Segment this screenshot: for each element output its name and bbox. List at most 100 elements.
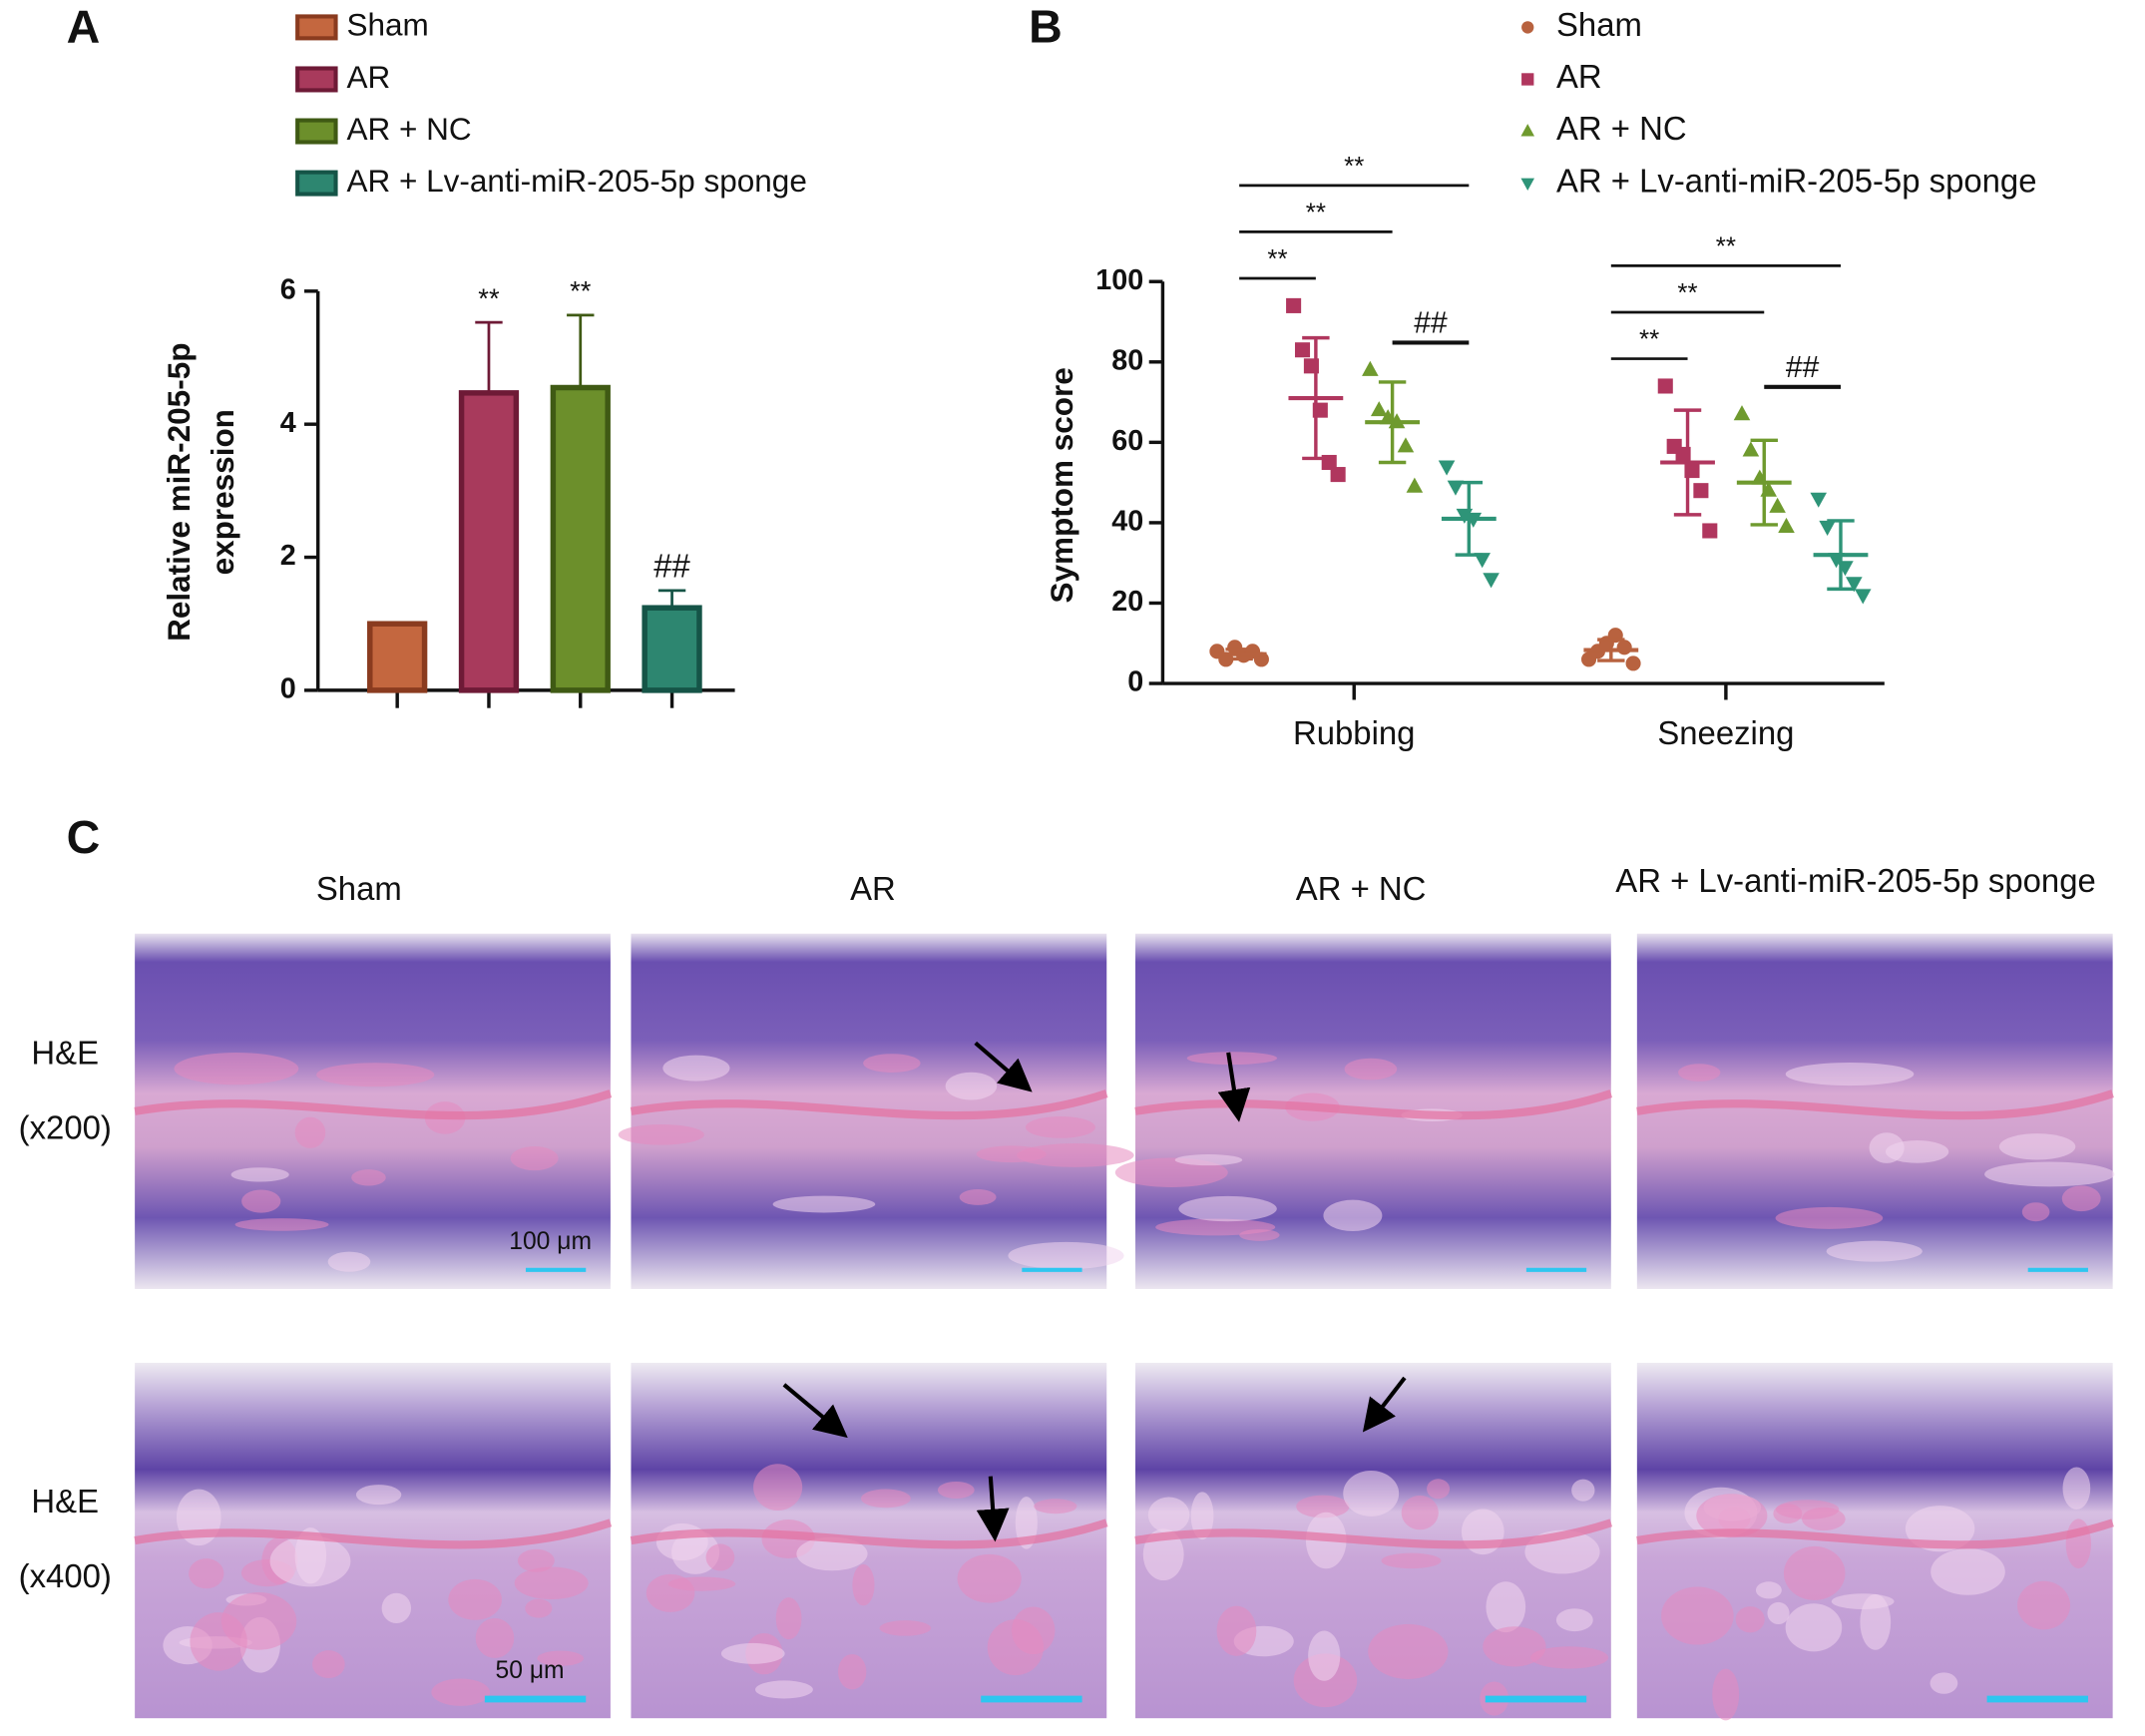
tissue-texture xyxy=(1869,1132,1905,1163)
data-point xyxy=(1474,553,1491,569)
tissue-texture xyxy=(2062,1467,2091,1510)
data-point xyxy=(1819,520,1836,536)
tissue-texture xyxy=(1712,1668,1740,1721)
legend-label: Sham xyxy=(346,7,428,43)
histology-image xyxy=(618,933,1134,1289)
tissue-texture xyxy=(852,1563,875,1606)
legend-marker xyxy=(1521,21,1534,34)
data-point xyxy=(1846,577,1863,593)
legend-label: AR + NC xyxy=(1556,110,1687,147)
tissue-texture xyxy=(1401,1495,1439,1530)
tissue-texture xyxy=(241,1189,281,1213)
histology-image xyxy=(1114,933,1613,1289)
data-point xyxy=(1397,437,1415,453)
tissue-texture xyxy=(1661,1586,1734,1645)
tissue-texture xyxy=(937,1482,975,1500)
tissue-texture xyxy=(720,1642,785,1664)
tissue-texture xyxy=(1034,1499,1077,1515)
bar xyxy=(642,605,702,693)
y-axis-label: expression xyxy=(205,409,240,575)
tissue-texture xyxy=(1344,1058,1398,1081)
tissue-texture xyxy=(1984,1161,2115,1187)
y-axis-label: Symptom score xyxy=(1044,367,1079,603)
data-point xyxy=(1769,497,1786,513)
legend-swatch xyxy=(295,66,338,93)
tissue-texture xyxy=(2061,1185,2101,1212)
tissue-texture xyxy=(234,1218,329,1231)
arrow xyxy=(1217,1052,1251,1122)
panel-label: C xyxy=(67,811,101,863)
legend-label: AR xyxy=(346,59,390,95)
column-title: Sham xyxy=(316,870,402,907)
tissue-texture xyxy=(755,1680,813,1699)
tissue-texture xyxy=(2021,1202,2050,1222)
arrow xyxy=(974,1041,1033,1092)
y-axis-label: Relative miR-205-5p xyxy=(161,343,197,642)
significance-label: ** xyxy=(1306,197,1326,226)
tissue-texture xyxy=(1767,1601,1790,1625)
tissue-texture xyxy=(860,1489,911,1509)
tissue-texture xyxy=(475,1618,515,1658)
row-magnification: (x200) xyxy=(19,1109,112,1146)
tissue-band xyxy=(134,1089,613,1120)
tissue-band xyxy=(1636,1089,2114,1120)
scale-bar-label: 100 μm xyxy=(509,1228,592,1255)
tissue-texture xyxy=(1174,1154,1243,1166)
panel-label: B xyxy=(1029,0,1063,52)
tissue-texture xyxy=(1755,1581,1782,1599)
data-point xyxy=(1657,378,1673,394)
y-tick-label: 60 xyxy=(1111,425,1143,457)
data-point xyxy=(1286,297,1302,313)
column-title: AR xyxy=(850,870,896,907)
tissue-texture xyxy=(1368,1623,1449,1679)
legend-label: AR xyxy=(1556,58,1602,95)
data-point xyxy=(1693,483,1709,499)
tissue-band xyxy=(1134,1089,1613,1120)
tissue-texture xyxy=(945,1072,998,1100)
y-tick-label: 100 xyxy=(1095,264,1143,296)
tissue-texture xyxy=(190,1612,247,1671)
significance-label: ## xyxy=(1414,307,1448,340)
histology-image xyxy=(1636,933,2115,1289)
tissue-texture xyxy=(1147,1497,1190,1533)
data-point xyxy=(1742,441,1760,457)
data-point xyxy=(1362,360,1379,376)
tissue-texture xyxy=(959,1189,997,1205)
histology-image xyxy=(134,933,613,1289)
tissue-texture xyxy=(1678,1064,1721,1082)
tissue-texture xyxy=(1998,1133,2076,1160)
data-point xyxy=(1406,477,1424,493)
y-tick-label: 40 xyxy=(1111,506,1143,538)
tissue-texture xyxy=(327,1251,371,1272)
x-tick-label: Rubbing xyxy=(1293,714,1415,751)
tissue-texture xyxy=(772,1195,876,1213)
significance-label: ** xyxy=(1639,324,1659,354)
legend-label: AR + Lv-anti-miR-205-5p sponge xyxy=(1556,162,2037,199)
tissue-texture xyxy=(662,1055,730,1082)
legend-label: AR + Lv-anti-miR-205-5p sponge xyxy=(346,163,806,199)
tissue-texture xyxy=(1216,1605,1257,1656)
histology-image xyxy=(134,1362,613,1719)
data-point xyxy=(1616,640,1632,655)
scale-bar-label: 50 μm xyxy=(496,1657,565,1684)
tissue-texture xyxy=(753,1464,803,1512)
significance-label: ## xyxy=(1786,351,1820,384)
tissue-texture xyxy=(431,1678,491,1706)
arrow xyxy=(1362,1376,1407,1433)
tissue-texture xyxy=(448,1578,502,1620)
row-stain: H&E xyxy=(31,1483,99,1519)
tissue-texture xyxy=(1555,1608,1593,1632)
tissue-texture xyxy=(1831,1593,1895,1609)
tissue-texture xyxy=(1826,1240,1923,1262)
row-stain: H&E xyxy=(31,1034,99,1071)
tissue-band xyxy=(630,1519,1108,1549)
tissue-band xyxy=(630,1089,1108,1120)
panel-label: A xyxy=(67,0,101,52)
tissue-texture xyxy=(775,1597,802,1640)
arrow xyxy=(782,1383,848,1439)
tissue-texture xyxy=(1008,1241,1124,1270)
data-point xyxy=(1854,589,1872,605)
tissue-texture xyxy=(1785,1603,1843,1652)
tissue-texture xyxy=(796,1536,868,1571)
tissue-texture xyxy=(294,1116,326,1148)
